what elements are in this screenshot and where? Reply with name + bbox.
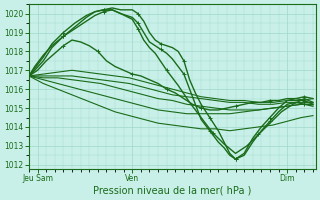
X-axis label: Pression niveau de la mer( hPa ): Pression niveau de la mer( hPa ) bbox=[93, 186, 252, 196]
